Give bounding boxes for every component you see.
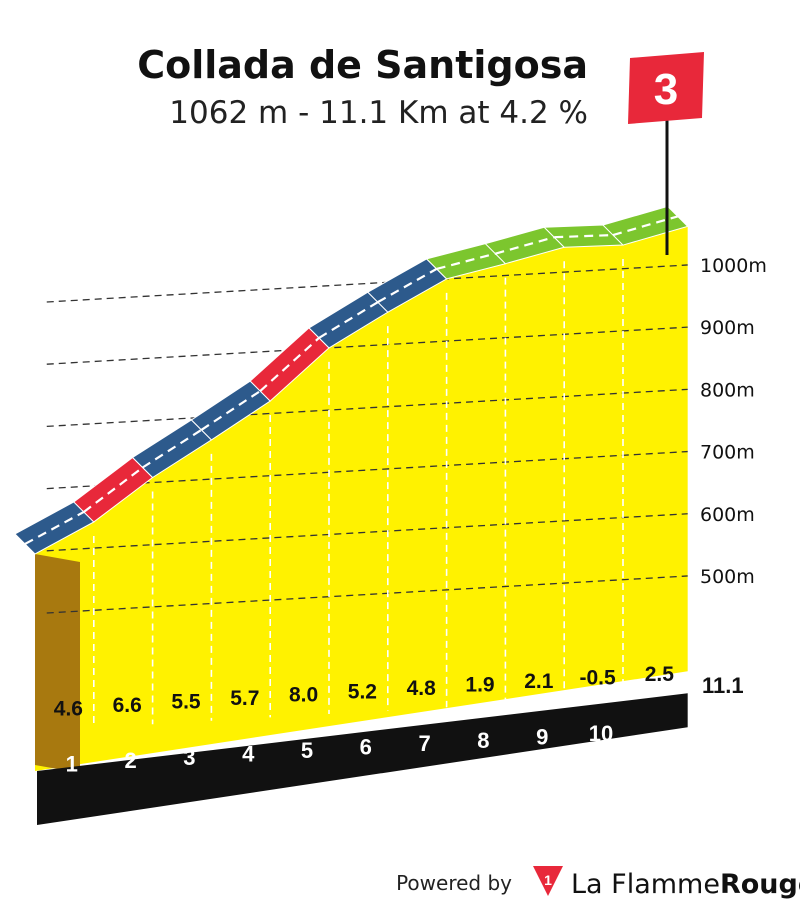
gridline-800 [46, 388, 688, 428]
y-tick-label: 700m [700, 442, 755, 464]
center-dash [495, 236, 555, 255]
gradient-label: 1.9 [465, 674, 494, 697]
gradient-label: 2.1 [524, 670, 554, 693]
flamme-rouge-logo-icon: 1 [533, 866, 563, 896]
km-label: 1 [66, 752, 78, 777]
gridline-600 [46, 513, 688, 552]
gridline-700 [46, 450, 688, 490]
y-tick-label: 500m [700, 566, 755, 588]
powered-by-text: Powered by [396, 871, 512, 895]
km-label: 5 [301, 738, 313, 763]
gradient-ribbon-layer [14, 205, 689, 555]
labels-layer: 500m 600m 700m 800m 900m 1000m 4.6 1 6.6 2 5.5 3 5.7… [54, 255, 767, 777]
km-label: 10 [589, 721, 613, 746]
center-dash [200, 390, 261, 431]
grid-layer [46, 259, 688, 728]
y-tick-label: 1000m [700, 255, 767, 277]
chart-subtitle: 1062 m - 11.1 Km at 4.2 % [169, 95, 588, 131]
center-dash [377, 267, 438, 304]
category-label: 3 [654, 65, 678, 114]
km-label: 3 [183, 745, 195, 770]
base-layer [37, 693, 688, 825]
brand-name: La FlammeRouge [571, 869, 800, 900]
center-dash [24, 510, 85, 545]
center-dash [612, 215, 678, 237]
svg-text:1: 1 [544, 872, 552, 888]
gradient-label: 8.0 [289, 684, 318, 707]
y-tick-label: 600m [700, 504, 755, 526]
gridline-500 [46, 575, 688, 614]
gradient-label: 6.6 [113, 694, 142, 717]
y-tick-label: 800m [700, 379, 755, 401]
gradient-label: 2.5 [645, 663, 675, 686]
center-dash [554, 233, 614, 239]
profile-area [35, 226, 688, 771]
flag-banner [628, 52, 704, 124]
center-dash [436, 252, 496, 270]
gradient-label: 4.8 [407, 677, 437, 700]
center-dash [259, 337, 320, 392]
gradient-label: 5.2 [348, 680, 377, 703]
gridline-900 [46, 326, 688, 365]
category-flag: 3 [628, 52, 704, 255]
km-label: 9 [536, 724, 548, 749]
gradient-label: 4.6 [54, 697, 83, 720]
center-dash [142, 428, 202, 469]
km-label: 8 [477, 728, 489, 753]
gridline-1000 [46, 264, 688, 303]
y-tick-label: 900m [700, 317, 755, 339]
chart-title: Collada de Santigosa [137, 43, 588, 87]
km-label: 6 [360, 735, 372, 760]
km-label: 7 [418, 731, 430, 756]
brand-footer: Powered by 1 La FlammeRouge [396, 866, 800, 900]
profile-fill-layer [35, 226, 688, 773]
km-label: 4 [242, 741, 255, 766]
gradient-label: -0.5 [580, 667, 617, 690]
gradient-label: 5.5 [171, 691, 201, 714]
center-dash [83, 466, 144, 513]
km-band [37, 693, 688, 825]
center-dash [318, 301, 379, 339]
gradient-label: 5.7 [230, 687, 259, 710]
profile-side [35, 553, 80, 773]
km-label: 2 [124, 748, 136, 773]
total-distance-label: 11.1 [702, 673, 744, 698]
